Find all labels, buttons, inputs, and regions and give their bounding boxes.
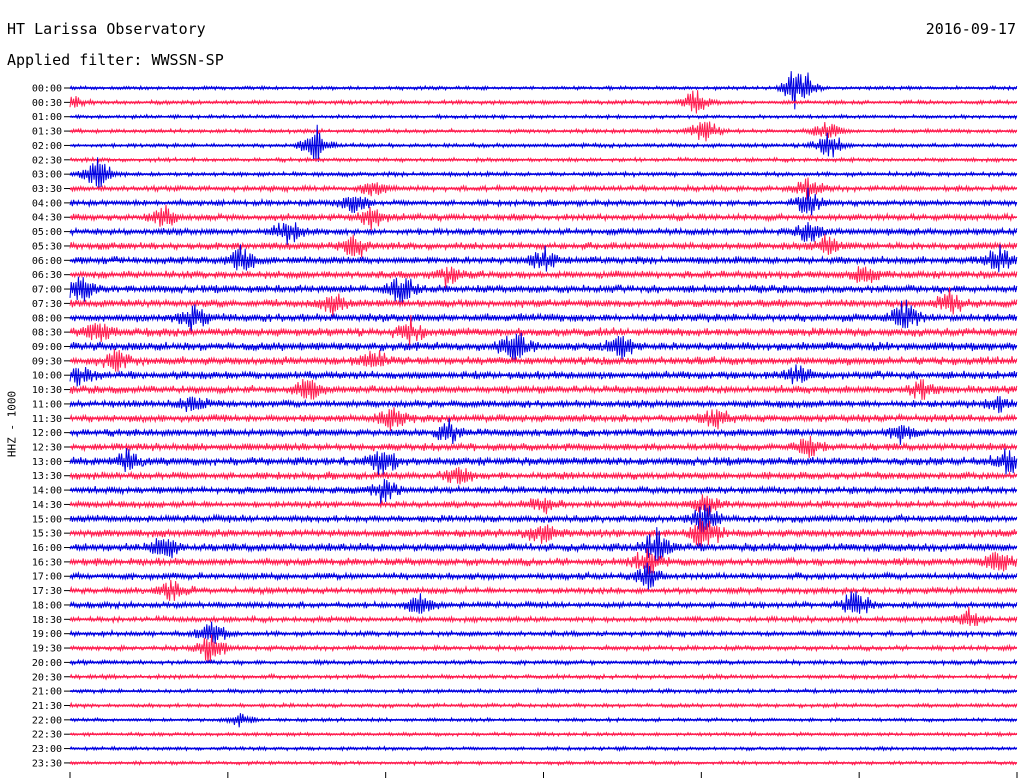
- time-tick-label: 09:00: [32, 342, 62, 353]
- seismic-trace-1930: [69, 634, 1018, 664]
- time-tick-label: 22:30: [32, 730, 62, 741]
- seismic-trace-1200: [69, 418, 1018, 445]
- time-tick-label: 15:00: [32, 514, 62, 525]
- seismic-trace-1500: [69, 504, 1018, 537]
- time-tick-label: 20:30: [32, 672, 62, 683]
- time-tick-label: 00:00: [32, 84, 62, 95]
- time-tick-label: 16:30: [32, 557, 62, 568]
- record-date: 2016-09-17: [925, 20, 1016, 38]
- seismic-trace-0400: [69, 187, 1018, 216]
- time-tick-label: 07:00: [32, 285, 62, 296]
- time-tick-label: 03:00: [32, 170, 62, 181]
- time-tick-label: 01:30: [32, 127, 62, 138]
- seismic-trace-1400: [69, 478, 1018, 506]
- time-tick-label: 10:30: [32, 385, 62, 396]
- seismic-trace-0500: [69, 222, 1018, 246]
- time-tick-label: 19:30: [32, 644, 62, 655]
- time-tick-label: 11:30: [32, 414, 62, 425]
- time-tick-label: 10:00: [32, 371, 62, 382]
- time-tick-label: 13:30: [32, 471, 62, 482]
- time-tick-label: 19:00: [32, 629, 62, 640]
- time-tick-label: 02:00: [32, 141, 62, 152]
- observatory-title: HT Larissa Observatory: [7, 20, 206, 38]
- time-tick-label: 18:00: [32, 600, 62, 611]
- seismic-trace-1430: [69, 494, 1018, 518]
- time-tick-label: 07:30: [32, 299, 62, 310]
- time-tick-label: 22:00: [32, 715, 62, 726]
- seismic-trace-1300: [69, 447, 1018, 477]
- filter-label: Applied filter: WWSSN-SP: [7, 51, 224, 69]
- time-tick-label: 12:30: [32, 443, 62, 454]
- time-tick-label: 17:30: [32, 586, 62, 597]
- time-tick-label: 05:30: [32, 241, 62, 252]
- time-tick-label: 08:30: [32, 328, 62, 339]
- time-tick-label: 11:00: [32, 399, 62, 410]
- time-tick-label: 04:30: [32, 213, 62, 224]
- time-tick-label: 14:30: [32, 500, 62, 511]
- time-tick-label: 05:00: [32, 227, 62, 238]
- seismic-trace-0300: [69, 157, 1018, 189]
- time-tick-label: 03:30: [32, 184, 62, 195]
- time-tick-label: 21:30: [32, 701, 62, 712]
- seismic-trace-0630: [69, 266, 1018, 289]
- seismic-trace-0600: [69, 244, 1018, 273]
- time-tick-label: 18:30: [32, 615, 62, 626]
- time-tick-label: 14:00: [32, 486, 62, 497]
- time-tick-label: 23:00: [32, 744, 62, 755]
- seismic-trace-0730: [69, 286, 1018, 317]
- seismic-trace-1130: [69, 407, 1018, 432]
- time-tick-label: 15:30: [32, 529, 62, 540]
- time-tick-label: 06:30: [32, 270, 62, 281]
- seismic-trace-1800: [69, 591, 1018, 614]
- time-tick-label: 20:00: [32, 658, 62, 669]
- time-tick-label: 02:30: [32, 155, 62, 166]
- time-tick-label: 21:00: [32, 687, 62, 698]
- time-tick-label: 16:00: [32, 543, 62, 554]
- time-tick-label: 09:30: [32, 356, 62, 367]
- time-tick-label: 12:00: [32, 428, 62, 439]
- time-tick-label: 08:00: [32, 313, 62, 324]
- time-tick-label: 00:30: [32, 98, 62, 109]
- time-tick-label: 23:30: [32, 758, 62, 769]
- time-tick-label: 13:00: [32, 457, 62, 468]
- time-tick-label: 01:00: [32, 112, 62, 123]
- time-tick-label: 17:00: [32, 572, 62, 583]
- time-tick-label: 04:00: [32, 198, 62, 209]
- time-tick-label: 06:00: [32, 256, 62, 267]
